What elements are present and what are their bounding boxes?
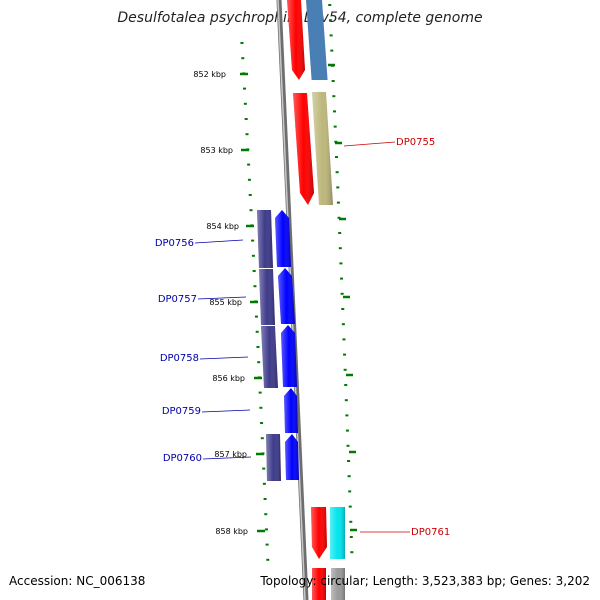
kbp-label: 852 kbp <box>193 70 226 79</box>
cog-grey-bottom[interactable] <box>331 568 345 600</box>
gene-label-dp0757[interactable]: DP0757 <box>158 294 197 305</box>
label-leader <box>202 456 252 460</box>
label-leader <box>343 141 396 147</box>
topology-text: Topology: circular; Length: 3,523,383 bp… <box>260 574 590 588</box>
cog-steel-top[interactable] <box>306 0 328 80</box>
kbp-label: 857 kbp <box>214 450 247 459</box>
kbp-label: 853 kbp <box>200 146 233 155</box>
label-leader <box>201 409 251 413</box>
gene-label-dp0756[interactable]: DP0756 <box>155 238 194 249</box>
gene-label-dp0758[interactable]: DP0758 <box>160 353 199 364</box>
gene-label-dp0761[interactable]: DP0761 <box>411 527 450 538</box>
gene-label-dp0759[interactable]: DP0759 <box>162 406 201 417</box>
cog-dp0758[interactable] <box>261 326 278 388</box>
label-leader <box>194 239 244 244</box>
gene-label-dp0760[interactable]: DP0760 <box>163 453 202 464</box>
cds-dp0759[interactable] <box>284 388 298 433</box>
cog-dp0757[interactable] <box>259 269 275 325</box>
cds-dp0758[interactable] <box>281 325 297 387</box>
label-leader <box>199 356 249 360</box>
cds-dp0756[interactable] <box>275 210 291 267</box>
cog-dp0760[interactable] <box>266 434 281 481</box>
kbp-label: 856 kbp <box>212 374 245 383</box>
gene-label-dp0755[interactable]: DP0755 <box>396 137 435 148</box>
ring-minor-ticks-right <box>328 4 354 554</box>
kbp-label: 858 kbp <box>215 527 248 536</box>
kbp-label: 855 kbp <box>209 298 242 307</box>
cog-dp0756[interactable] <box>257 210 273 268</box>
cds-reverse-bottom[interactable] <box>312 568 326 600</box>
accession-text: Accession: NC_006138 <box>9 574 146 588</box>
cds-dp0755[interactable] <box>293 93 314 205</box>
label-leader <box>197 296 247 300</box>
kbp-label: 854 kbp <box>206 222 239 231</box>
cog-dp0755[interactable] <box>312 92 333 205</box>
cds-dp0761[interactable] <box>311 507 327 559</box>
cds-dp0760[interactable] <box>285 434 299 480</box>
cog-dp0761[interactable] <box>330 507 345 559</box>
cds-reverse-top[interactable] <box>287 0 305 80</box>
cds-dp0757[interactable] <box>278 268 295 324</box>
